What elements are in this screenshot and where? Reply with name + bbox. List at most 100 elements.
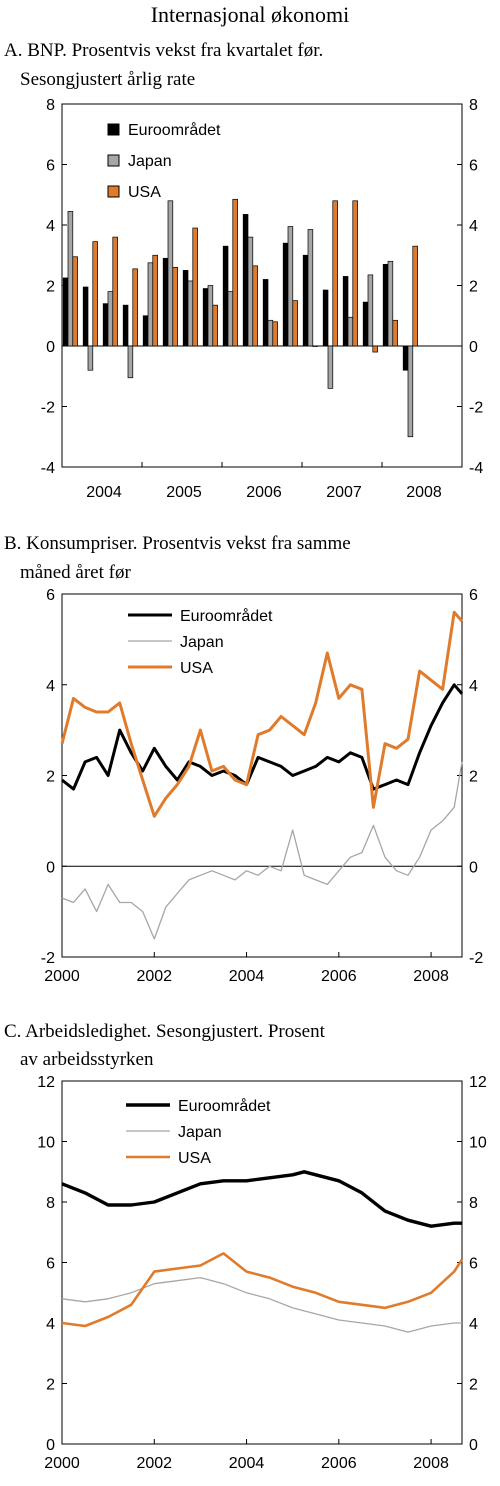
bar — [312, 345, 318, 347]
y-tick-label-right: 4 — [469, 678, 478, 695]
y-tick-label-left: 8 — [46, 1195, 55, 1212]
bar — [382, 263, 389, 347]
page-title: Internasjonal økonomi — [151, 2, 350, 27]
x-tick-label: 2006 — [246, 484, 282, 501]
y-tick-label-left: 12 — [37, 1074, 55, 1091]
bar — [182, 270, 189, 347]
bar — [267, 319, 274, 347]
y-tick-label-right: 4 — [469, 1316, 478, 1333]
y-tick-label-right: 8 — [469, 97, 478, 114]
bar — [212, 304, 218, 347]
y-tick-label-left: 0 — [46, 859, 55, 876]
bar — [62, 277, 69, 347]
bar — [202, 288, 209, 347]
bar — [122, 304, 129, 347]
y-tick-label-right: 6 — [469, 587, 478, 604]
bar — [392, 319, 398, 347]
legend-label: USA — [178, 1150, 211, 1167]
series-line — [61, 683, 464, 791]
x-tick-label: 2004 — [229, 1455, 265, 1472]
bar — [302, 254, 309, 347]
y-tick-label-right: 2 — [469, 279, 478, 296]
y-tick-label-left: 2 — [46, 1377, 55, 1394]
series-line — [61, 1252, 464, 1328]
y-tick-label-left: 0 — [46, 339, 55, 356]
y-tick-label-left: 0 — [46, 1437, 55, 1454]
bar — [372, 345, 378, 353]
bar — [332, 200, 338, 347]
y-tick-label-left: 6 — [46, 1256, 55, 1273]
bar — [102, 303, 109, 347]
bar — [87, 345, 94, 371]
bar — [342, 276, 349, 347]
bar — [222, 245, 229, 347]
bar — [207, 285, 214, 347]
legend-swatch — [107, 154, 120, 167]
bar — [167, 200, 174, 347]
bar — [282, 242, 289, 347]
y-tick-label-right: 8 — [469, 1195, 478, 1212]
bar — [242, 214, 249, 347]
bar — [107, 291, 114, 347]
bar — [172, 267, 178, 347]
y-tick-label-left: -2 — [41, 400, 55, 417]
y-tick-label-left: 4 — [46, 218, 55, 235]
bar — [262, 279, 269, 347]
y-tick-label-left: 4 — [46, 1316, 55, 1333]
bar — [292, 300, 298, 347]
plot-frame — [61, 103, 463, 468]
bar — [132, 268, 138, 347]
y-tick-label-left: -2 — [41, 950, 55, 967]
x-tick-label: 2007 — [326, 484, 362, 501]
y-tick-label-right: 2 — [469, 1377, 478, 1394]
bar — [402, 345, 409, 371]
y-tick-label-right: 12 — [469, 1074, 487, 1091]
x-tick-label: 2006 — [321, 1455, 357, 1472]
plot-frame — [61, 1080, 463, 1445]
legend-label: USA — [128, 184, 161, 201]
legend-label: Euroområdet — [128, 121, 221, 139]
series-line — [61, 1170, 462, 1228]
bar — [327, 345, 334, 389]
x-tick-label: 2000 — [44, 968, 80, 985]
panel-a-gdp: A. BNP. Prosentvis vekst fra kvartalet f… — [4, 40, 483, 501]
y-tick-label-right: 0 — [469, 859, 478, 876]
x-tick-label: 2008 — [406, 484, 442, 501]
bar — [367, 274, 374, 347]
series-line — [60, 610, 464, 818]
series-line — [61, 1276, 462, 1333]
bar — [347, 316, 354, 347]
bar — [247, 236, 254, 347]
y-tick-label-right: 6 — [469, 158, 478, 175]
bar — [387, 260, 394, 347]
chart-subtitle: måned året før — [20, 562, 131, 583]
panel-b-consumer-prices: B. Konsumpriser. Prosentvis vekst fra sa… — [4, 533, 483, 985]
x-tick-label: 2008 — [413, 1455, 449, 1472]
y-tick-label-left: 10 — [37, 1135, 55, 1152]
legend-label: Japan — [128, 153, 172, 170]
bar — [362, 301, 369, 347]
y-tick-label-left: -4 — [41, 460, 55, 477]
chart-subtitle: av arbeidsstyrken — [20, 1049, 154, 1070]
bar — [82, 286, 89, 347]
y-tick-label-right: 10 — [469, 1135, 487, 1152]
legend-label: USA — [180, 660, 213, 677]
y-tick-label-left: 4 — [46, 678, 55, 695]
panel-c-unemployment: C. Arbeidsledighet. Sesongjustert. Prose… — [4, 1021, 487, 1472]
chart-subtitle: Sesongjustert årlig rate — [20, 69, 195, 90]
x-tick-label: 2004 — [229, 968, 265, 985]
x-tick-label: 2006 — [321, 968, 357, 985]
y-tick-label-left: 2 — [46, 279, 55, 296]
legend-label: Japan — [178, 1124, 222, 1141]
bar — [287, 226, 294, 347]
legend-swatch — [107, 123, 120, 136]
x-tick-label: 2008 — [413, 968, 449, 985]
bar — [127, 345, 134, 379]
bar — [272, 321, 278, 347]
bar — [187, 280, 194, 347]
bar — [407, 345, 414, 438]
bar — [307, 229, 314, 347]
y-tick-label-left: 6 — [46, 158, 55, 175]
y-tick-label-right: 4 — [469, 218, 478, 235]
legend-label: Euroområdet — [178, 1097, 271, 1115]
